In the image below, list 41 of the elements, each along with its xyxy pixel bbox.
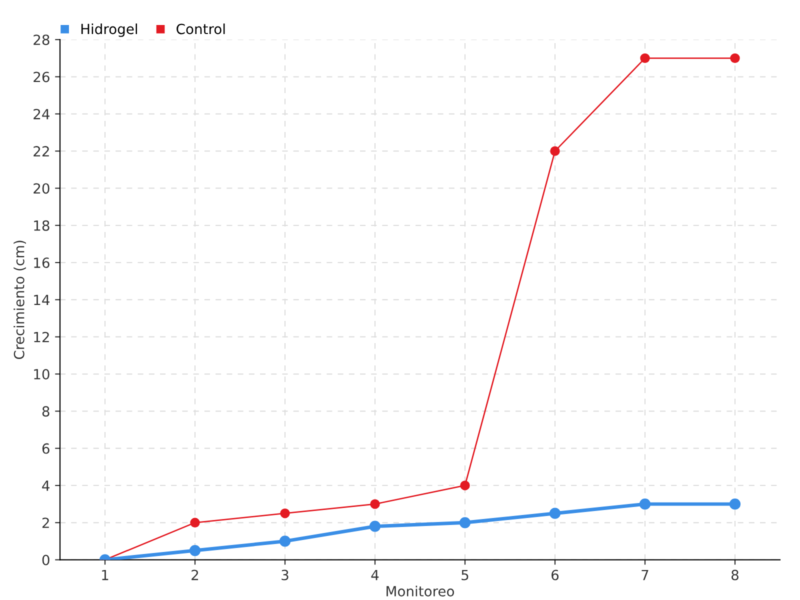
- point: [459, 517, 471, 528]
- y-tick-label: 16: [34, 258, 50, 268]
- y-tick-label: 8: [42, 406, 50, 417]
- y-tick-label: 26: [34, 72, 50, 82]
- x-tick-label: 5: [462, 570, 468, 580]
- x-tick-label: 8: [732, 570, 738, 580]
- x-tick-label: 1: [102, 570, 108, 580]
- point: [549, 508, 561, 519]
- y-tick-label: 18: [34, 220, 50, 231]
- point: [280, 508, 290, 518]
- point: [279, 536, 291, 547]
- y-tick-label: 12: [34, 332, 49, 342]
- y-tick-label: 0: [42, 554, 50, 566]
- point: [190, 518, 200, 528]
- point: [369, 520, 381, 532]
- x-tick-label: 4: [371, 570, 379, 580]
- y-tick-label: 2: [42, 518, 49, 528]
- point: [189, 544, 201, 556]
- y-tick-label: 14: [34, 294, 50, 305]
- y-axis-title: Crecimiento (cm): [14, 240, 26, 360]
- point: [460, 480, 470, 490]
- x-axis-title: Monitoreo: [386, 586, 454, 596]
- legend-label: Control: [176, 23, 225, 34]
- x-tick-label: 6: [552, 570, 559, 580]
- point: [729, 498, 741, 510]
- y-tick-label: 20: [34, 183, 50, 194]
- y-tick-label: 6: [42, 443, 50, 454]
- x-tick-label: 3: [282, 570, 288, 580]
- legend-label: Hidrogel: [81, 23, 137, 37]
- point: [730, 53, 740, 64]
- point: [370, 499, 380, 509]
- x-tick-label: 7: [642, 570, 648, 580]
- y-tick-label: 28: [34, 34, 50, 46]
- y-tick-label: 24: [34, 108, 50, 120]
- point: [639, 498, 651, 510]
- point: [640, 53, 650, 64]
- y-tick-label: 10: [34, 368, 50, 380]
- x-tick-label: 2: [192, 570, 198, 580]
- point: [550, 146, 560, 156]
- y-tick-label: 4: [42, 480, 50, 491]
- y-tick-label: 22: [34, 146, 49, 156]
